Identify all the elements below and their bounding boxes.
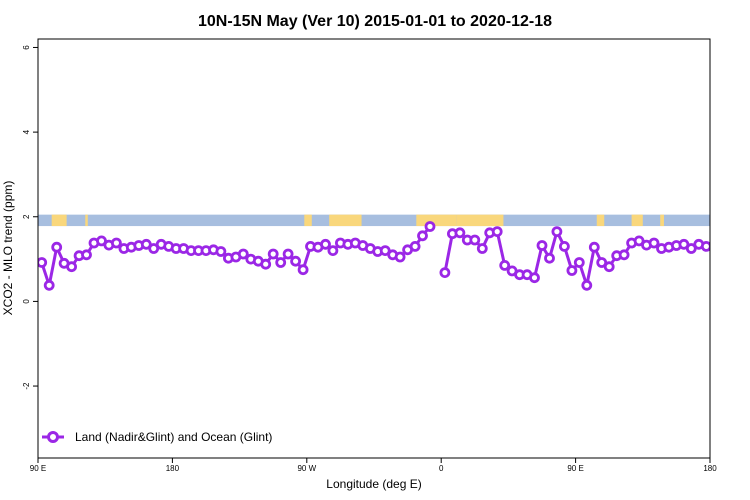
data-point — [38, 257, 48, 268]
data-point — [491, 226, 503, 238]
x-tick-label: 90 E — [567, 464, 583, 473]
series-layer — [38, 221, 710, 291]
data-point — [417, 230, 428, 242]
land-segment — [85, 214, 88, 227]
data-point — [327, 245, 339, 257]
plot-frame — [37, 38, 711, 459]
land-segment — [329, 214, 362, 227]
data-point — [140, 238, 152, 250]
data-point — [559, 240, 570, 252]
y-tick-label: -2 — [22, 382, 31, 390]
data-point — [394, 251, 406, 263]
x-tick-label: 90 W — [297, 464, 316, 473]
series-line — [443, 230, 707, 287]
data-point — [454, 227, 466, 239]
data-point — [581, 279, 593, 291]
data-point — [275, 257, 287, 268]
y-tick-label: 0 — [22, 299, 31, 304]
data-point — [544, 252, 555, 264]
y-tick-label: 4 — [22, 129, 31, 134]
data-point — [648, 237, 660, 249]
data-point — [588, 241, 600, 253]
data-point — [111, 237, 122, 249]
x-tick-label: 180 — [703, 464, 717, 473]
legend: Land (Nadir&Glint) and Ocean (Glint) — [42, 430, 272, 444]
data-point — [81, 249, 92, 261]
data-point — [633, 235, 645, 247]
y-axis: -2 0 2 4 6 — [22, 45, 38, 390]
data-point — [529, 272, 540, 284]
data-point — [148, 243, 160, 254]
data-point — [439, 267, 451, 279]
x-axis-label: Longitude (deg E) — [326, 477, 421, 491]
data-point — [297, 264, 309, 276]
data-point — [215, 246, 227, 257]
legend-marker-swatch — [47, 431, 59, 443]
data-point — [618, 249, 630, 261]
data-point — [536, 240, 548, 251]
x-tick-label: 180 — [166, 464, 180, 473]
data-point — [596, 257, 608, 268]
data-point — [66, 261, 77, 273]
x-tick-label: 0 — [439, 464, 444, 473]
chart-title: 10N-15N May (Ver 10) 2015-01-01 to 2020-… — [198, 13, 552, 30]
data-point — [685, 243, 697, 254]
data-point — [469, 234, 481, 246]
land-segment — [456, 214, 504, 227]
data-point — [290, 255, 302, 267]
data-point — [476, 243, 488, 254]
land-segment — [304, 214, 312, 227]
data-point — [320, 238, 331, 250]
land-segment — [631, 214, 643, 227]
data-point — [237, 248, 249, 260]
y-tick-label: 6 — [22, 45, 31, 50]
data-point — [566, 265, 578, 276]
land-segment — [596, 214, 605, 227]
data-point — [424, 221, 436, 232]
data-point — [551, 226, 563, 238]
ocean-band — [38, 214, 710, 227]
data-point — [43, 279, 55, 291]
data-point — [267, 248, 279, 260]
land-segment — [416, 214, 457, 227]
data-point — [700, 241, 710, 252]
data-point — [96, 235, 107, 247]
x-axis: 90 E 180 90 W 0 90 E 180 — [30, 458, 717, 473]
legend-entry-label: Land (Nadir&Glint) and Ocean (Glint) — [75, 430, 272, 444]
data-point — [573, 257, 585, 268]
land-segment — [660, 214, 664, 227]
data-point — [603, 261, 615, 273]
data-point — [51, 241, 63, 253]
x-tick-label: 90 E — [30, 464, 46, 473]
land-segment — [51, 214, 67, 227]
data-point — [678, 238, 690, 250]
y-tick-label: 2 — [22, 214, 31, 219]
land-ocean-band — [38, 214, 710, 227]
data-point — [282, 248, 294, 260]
data-point — [379, 245, 391, 257]
y-axis-label: XCO2 - MLO trend (ppm) — [1, 181, 15, 316]
data-point — [499, 259, 511, 271]
data-point — [260, 258, 272, 270]
data-point — [409, 240, 421, 252]
